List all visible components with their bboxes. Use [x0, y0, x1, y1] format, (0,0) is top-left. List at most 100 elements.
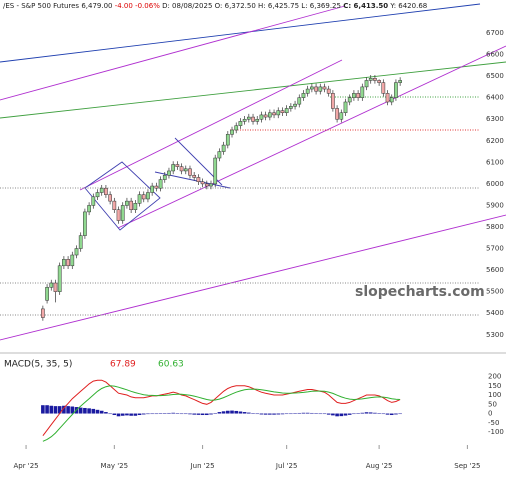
histogram-bar	[314, 413, 318, 414]
candle-body	[146, 192, 150, 200]
x-tick-label: Jun '25	[190, 462, 215, 470]
candle-body	[57, 265, 62, 292]
x-tick-label: May '25	[101, 462, 129, 470]
histogram-bar	[263, 413, 268, 415]
channel-line	[79, 59, 343, 191]
candle-body	[314, 86, 318, 92]
candle-body	[133, 203, 138, 211]
histogram-bar	[318, 413, 323, 415]
histogram-bar	[204, 413, 209, 416]
histogram-bar	[289, 413, 293, 415]
candle-body	[74, 248, 79, 256]
histogram-bar	[272, 413, 276, 415]
histogram-bar	[158, 413, 163, 414]
candle-body	[284, 108, 289, 114]
trend-line	[0, 3, 481, 63]
histogram-bar	[301, 412, 306, 414]
candle-body	[112, 200, 117, 211]
histogram-bar	[150, 413, 154, 415]
candle-body	[318, 86, 323, 92]
candle-body	[339, 112, 344, 120]
y-tick-label: 6600	[486, 51, 504, 59]
candle-body	[364, 80, 369, 88]
candle-body	[394, 82, 398, 98]
candle-body	[259, 114, 264, 120]
histogram-bar	[200, 413, 205, 416]
histogram-bar	[129, 413, 133, 416]
histogram-bar	[171, 412, 175, 414]
histogram-bar	[268, 413, 272, 415]
histogram-bar	[389, 413, 394, 416]
histogram-bar	[284, 413, 289, 415]
candle-body	[310, 86, 314, 90]
candle-body	[263, 114, 268, 118]
macd-line	[42, 385, 401, 442]
candle-body	[272, 112, 276, 116]
histogram-bar	[45, 405, 49, 414]
histogram-bar	[238, 411, 243, 414]
histogram-bar	[167, 412, 171, 414]
histogram-bar	[293, 413, 297, 414]
y-tick-label: 5400	[486, 309, 504, 317]
histogram-bar	[78, 407, 83, 414]
candle-body	[335, 108, 339, 120]
quote-header: /ES - S&P 500 Futures 6,479.00 -4.00 -0.…	[3, 2, 427, 10]
drawings	[0, 3, 506, 341]
histogram-bar	[120, 413, 125, 416]
close: C: 6,413.50	[343, 2, 389, 10]
histogram-bar	[322, 413, 327, 415]
high: H: 6,425.75	[258, 2, 300, 10]
candle-body	[120, 205, 125, 221]
histogram-bar	[141, 413, 146, 415]
histogram-bar	[356, 413, 360, 414]
histogram-bar	[91, 408, 96, 414]
candle-body	[255, 118, 260, 122]
candle-body	[175, 164, 180, 167]
histogram-bar	[381, 413, 386, 415]
candle-body	[305, 88, 310, 94]
candle-body	[45, 287, 49, 301]
candle-body	[381, 82, 386, 94]
histogram-bar	[83, 407, 87, 414]
candle-body	[360, 86, 365, 98]
candle-body	[53, 282, 58, 292]
candle-body	[154, 185, 159, 189]
y-tick-label: 5500	[486, 288, 504, 296]
candle-body	[137, 194, 142, 204]
channel-line	[117, 45, 506, 229]
candle-body	[225, 134, 230, 146]
candle-body	[167, 170, 171, 176]
histogram-bar	[364, 412, 369, 414]
candle-body	[373, 78, 377, 81]
histogram-bar	[87, 408, 91, 414]
candle-body	[352, 93, 356, 98]
change-pct: -0.06%	[135, 2, 160, 10]
histogram-bar	[196, 413, 201, 415]
histogram-bar	[394, 413, 398, 415]
candle-body	[217, 151, 222, 159]
y-tick-label: -50	[488, 419, 499, 427]
candle-body	[171, 164, 176, 172]
y-tick-label: 0	[488, 410, 492, 418]
candle-body	[385, 93, 390, 103]
watermark: slopecharts.com	[355, 284, 485, 300]
diamond	[84, 161, 161, 231]
histogram-bar	[331, 413, 335, 416]
histogram-bar	[360, 412, 365, 414]
candle-body	[183, 168, 188, 172]
candle-body	[83, 211, 87, 236]
histogram-bar	[112, 413, 117, 416]
candle-body	[293, 103, 297, 107]
y-tick-label: 150	[488, 382, 501, 390]
candle-body	[251, 116, 255, 122]
y-tick-label: 50	[488, 400, 497, 408]
y-tick-label: 5700	[486, 245, 504, 253]
candle-body	[192, 175, 197, 178]
histogram-bar	[280, 413, 285, 415]
candle-body	[66, 259, 70, 267]
histogram-bar	[53, 406, 58, 414]
macd-line	[42, 379, 401, 437]
trend-line	[0, 61, 506, 119]
candle-body	[125, 200, 129, 206]
x-tick-label: Jul '25	[275, 462, 298, 470]
